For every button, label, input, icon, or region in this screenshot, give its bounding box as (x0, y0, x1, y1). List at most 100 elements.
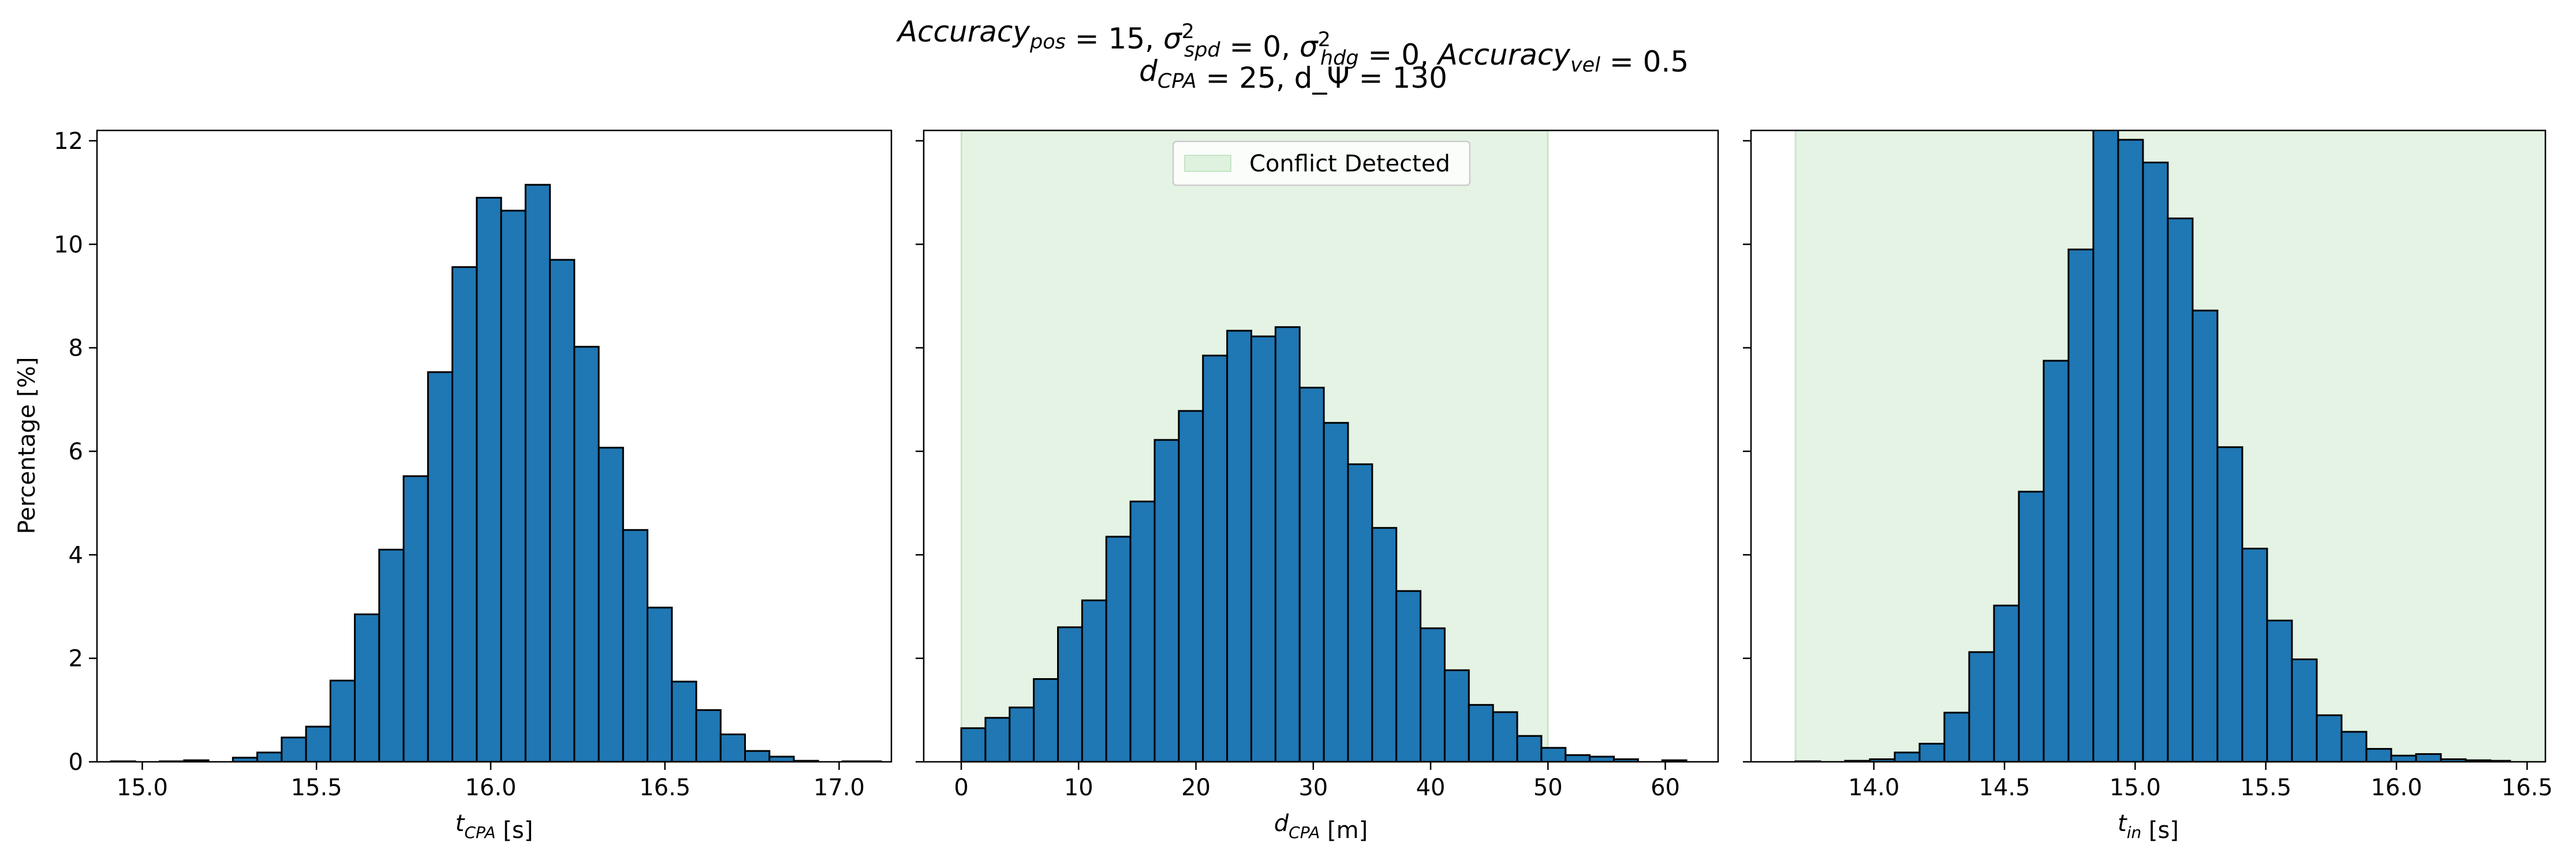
histogram-bar (2043, 360, 2070, 762)
histogram-bar (1918, 743, 1946, 762)
x-tick-label: 14.5 (1979, 775, 2030, 801)
histogram-bar (622, 529, 649, 762)
histogram-bar (1298, 387, 1325, 762)
y-tick-label: 4 (69, 542, 83, 568)
histogram-bar (647, 607, 673, 762)
histogram-bar (451, 266, 478, 762)
x-tick-label: 15.5 (291, 775, 342, 801)
histogram-bar (1153, 439, 1180, 762)
histogram-bar (1420, 627, 1446, 762)
histogram-bar (2216, 446, 2243, 762)
histogram-bar (1202, 354, 1229, 762)
y-tick-label: 6 (69, 439, 83, 465)
histogram-bar (573, 346, 600, 762)
histogram-bar (598, 447, 624, 762)
histogram-bar (1968, 651, 1995, 762)
histogram-bar (1371, 527, 1398, 762)
histogram-bar (1033, 678, 1059, 762)
figure-title-line-1: Accuracypos = 15, σ2 spd = 0, σ2 hdg = 0, … (896, 15, 1689, 78)
histogram-bar (2018, 491, 2045, 762)
histogram-bar (2142, 162, 2169, 762)
histogram-bar (2192, 309, 2219, 762)
histogram-bar (1323, 422, 1349, 762)
histogram-bar (1395, 590, 1422, 762)
histogram-bar (2340, 731, 2368, 762)
histogram-bar (1589, 755, 1615, 762)
histogram-bar (549, 259, 576, 762)
histogram-bars (110, 184, 882, 762)
histogram-bar (1009, 706, 1035, 762)
histogram-bar (695, 709, 722, 762)
histogram-bar (1516, 735, 1543, 762)
histogram-bar (1492, 711, 1518, 762)
histogram-bar (329, 679, 356, 762)
legend: Conflict Detected (1172, 140, 1471, 186)
histogram-bars (1794, 130, 2511, 762)
histogram-bar (2365, 748, 2392, 762)
histogram-bar (305, 725, 331, 762)
histogram-bar (1057, 626, 1083, 762)
histogram-bar (744, 750, 771, 762)
histogram-bar (2167, 217, 2194, 762)
histogram-bar (2067, 248, 2095, 762)
histogram-bar (1226, 330, 1252, 762)
x-tick-label: 15.0 (2110, 775, 2161, 801)
histogram-bar (960, 727, 987, 762)
panel-d-cpa-histogram: 0 10 20 30 40 50 60 dCPA [m] Conflict Detected (916, 129, 1719, 844)
x-axis-label-d-cpa: dCPA [m] (1274, 810, 1368, 844)
histogram-bar (354, 613, 380, 762)
y-axis-label: Percentage [%] (14, 357, 40, 534)
x-tick-label: 14.0 (1848, 775, 1899, 801)
histogram-bar (500, 209, 527, 762)
histogram-bar (281, 736, 307, 762)
histogram-bar (671, 680, 697, 762)
panel-t-cpa-histogram: 15.0 15.5 16.0 16.5 17.0 0 2 4 6 8 10 12 tCPA [s] (54, 128, 893, 844)
figure-title-line-2: dCPA = 25, d_Ψ = 130 (1139, 54, 1447, 95)
axes-frame (1750, 129, 2547, 763)
x-tick-label: 20 (1181, 775, 1211, 801)
x-tick-label: 16.0 (2370, 775, 2422, 801)
x-tick-label: 50 (1533, 775, 1563, 801)
axes-frame (96, 129, 893, 763)
histogram-bar (1274, 326, 1301, 762)
legend-label: Conflict Detected (1249, 151, 1450, 177)
x-tick-label: 40 (1416, 775, 1446, 801)
histogram-bar (524, 184, 551, 762)
x-axis-label-t-in: tin [s] (2118, 810, 2179, 844)
histogram-bar (2390, 754, 2417, 762)
histogram-bar (2241, 548, 2268, 762)
histogram-bar (1105, 536, 1132, 762)
x-tick-label: 15.5 (2240, 775, 2291, 801)
x-tick-label: 17.0 (813, 775, 865, 801)
histogram-bar (1347, 463, 1373, 762)
histogram-bar (1250, 335, 1276, 762)
x-tick-label: 10 (1064, 775, 1093, 801)
x-tick-label: 0 (954, 775, 968, 801)
y-tick-label: 2 (69, 646, 83, 672)
histogram-bar (1565, 754, 1591, 762)
histogram-bar (719, 733, 746, 762)
legend-box (1172, 140, 1471, 186)
x-tick-label: 16.5 (639, 775, 690, 801)
y-tick-label: 0 (69, 749, 83, 776)
histogram-bar (768, 755, 795, 762)
histogram-bar (2092, 130, 2119, 762)
histogram-bar (1178, 410, 1204, 762)
histogram-bar (378, 548, 405, 762)
histogram-bar (2316, 714, 2343, 762)
histogram-bar (2117, 139, 2144, 762)
histogram-bar (1129, 500, 1156, 762)
histogram-bar (256, 751, 283, 762)
histogram-bar (1993, 604, 2020, 762)
histogram-bar (2291, 658, 2318, 762)
legend-swatch (1184, 155, 1231, 172)
y-tick-label: 8 (69, 335, 83, 362)
histogram-bar (402, 475, 429, 762)
histogram-bar (1443, 669, 1470, 762)
histogram-bar (2266, 619, 2293, 762)
y-tick-label: 10 (54, 231, 83, 258)
x-tick-label: 60 (1651, 775, 1680, 801)
histogram-bar (1943, 712, 1970, 762)
histogram-bar (2415, 753, 2442, 762)
